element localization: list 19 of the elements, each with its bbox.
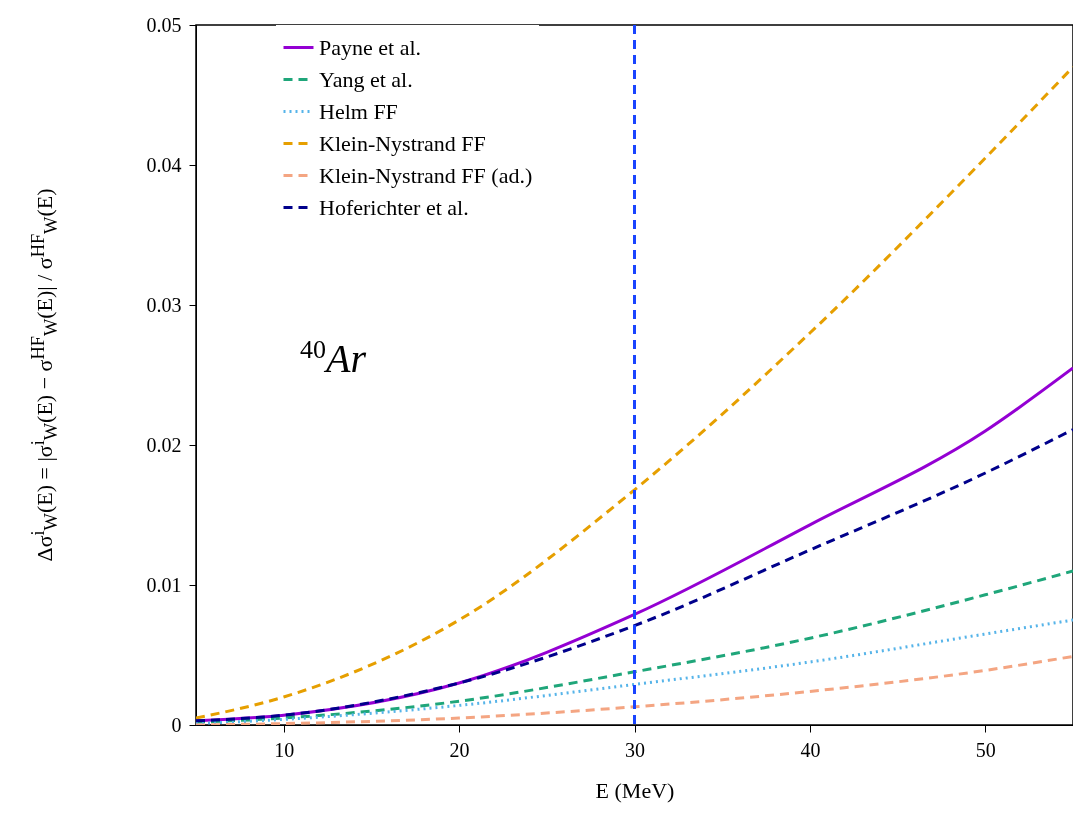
y-tick-label: 0.03: [146, 293, 182, 316]
y-tick-label: 0.01: [146, 573, 182, 596]
legend-label: Helm FF: [319, 98, 398, 124]
x-tick-label: 50: [975, 738, 996, 761]
legend-label: Yang et al.: [319, 66, 413, 92]
y-tick-label: 0.02: [146, 433, 182, 456]
isotope-label: $^{40}$Ar: [300, 335, 366, 383]
x-axis-title: E (MeV): [595, 777, 675, 803]
legend-label: Hoferichter et al.: [319, 194, 469, 220]
y-tick-label: 0: [171, 713, 182, 736]
x-tick-label: 20: [449, 738, 470, 761]
legend-label: Payne et al.: [319, 34, 422, 60]
x-tick-label: 40: [800, 738, 821, 761]
legend-label: Klein-Nystrand FF: [319, 130, 486, 156]
x-tick-label: 30: [625, 738, 645, 761]
y-tick-label: 0.05: [146, 13, 182, 36]
y-tick-label: 0.04: [146, 153, 182, 176]
legend-label: Klein-Nystrand FF (ad.): [319, 162, 533, 188]
x-tick-label: 10: [274, 738, 295, 761]
